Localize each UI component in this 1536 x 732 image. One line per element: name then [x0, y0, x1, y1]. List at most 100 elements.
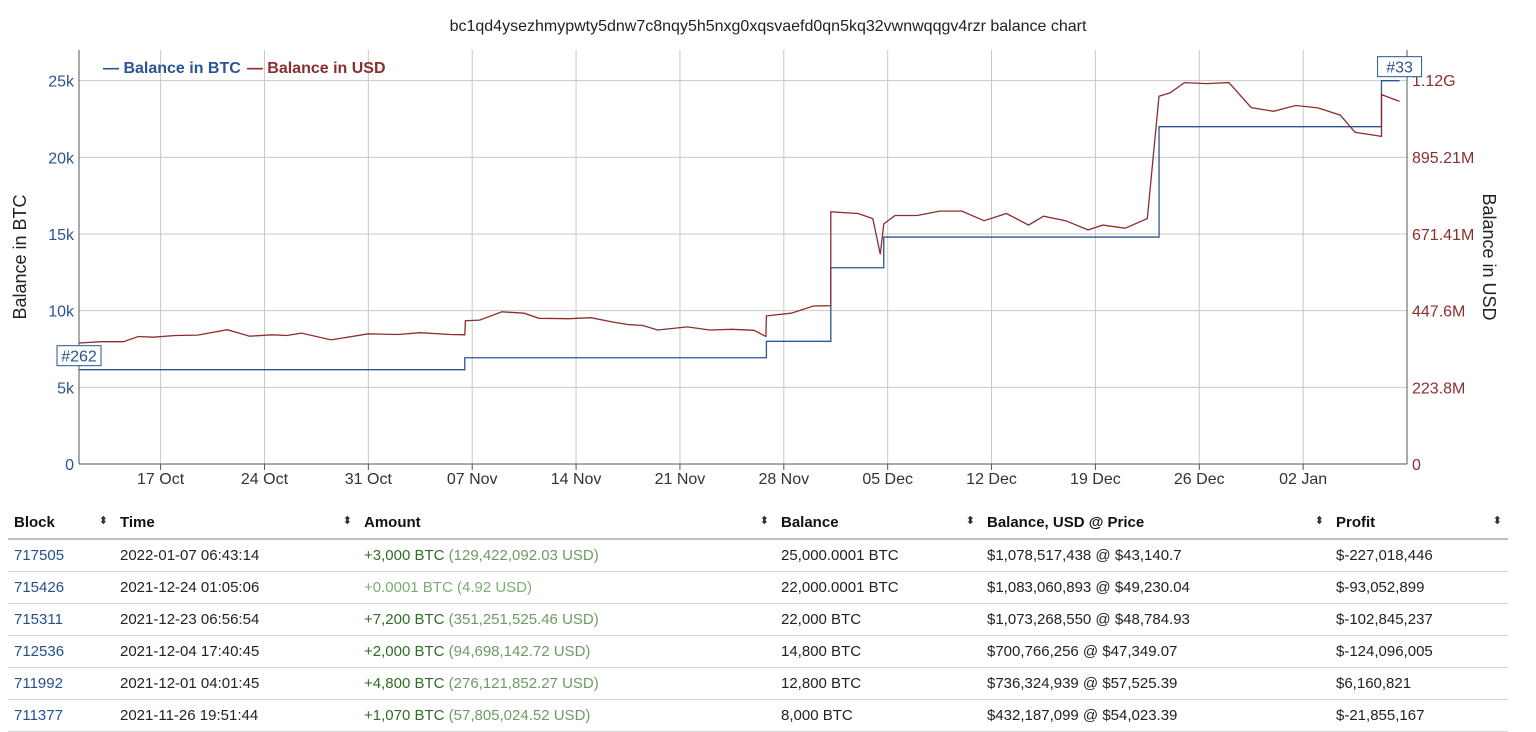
block-link[interactable]: 712536	[8, 635, 114, 668]
legend-btc-label: Balance in BTC	[123, 60, 241, 77]
column-header-amount[interactable]: Amount ⬍	[358, 506, 775, 540]
tx-balance: 8,000 BTC	[775, 699, 981, 732]
legend-item-btc[interactable]: — Balance in BTC	[103, 60, 241, 77]
sort-icon[interactable]: ⬍	[1492, 514, 1502, 527]
legend-item-usd[interactable]: — Balance in USD	[246, 60, 386, 77]
tx-amount-usd: (4.92 USD)	[456, 579, 533, 596]
tx-amount-btc: +4,800 BTC	[364, 675, 445, 692]
x-tick-label: 05 Dec	[862, 471, 913, 488]
x-tick-label: 21 Nov	[655, 471, 706, 488]
tx-amount-usd: (129,422,092.03 USD)	[448, 547, 599, 564]
y2-axis-title: Balance in USD	[1479, 193, 1499, 320]
y-tick-label: 0	[65, 457, 74, 474]
y-tick-label: 10k	[48, 304, 75, 321]
tx-profit: $-124,096,005	[1330, 635, 1508, 668]
x-tick-label: 12 Dec	[966, 471, 1017, 488]
sort-icon[interactable]: ⬍	[98, 514, 108, 527]
annotation-start: #262	[61, 349, 97, 366]
tx-profit: $-102,845,237	[1330, 603, 1508, 636]
column-header-profit[interactable]: Profit ⬍	[1330, 506, 1508, 540]
column-header-label: Balance, USD @ Price	[987, 513, 1145, 531]
x-tick-label: 31 Oct	[345, 471, 393, 488]
tx-amount: +7,200 BTC (351,251,525.46 USD)	[358, 603, 775, 636]
tx-amount-btc: +1,070 BTC	[364, 707, 445, 724]
tx-time: 2021-12-23 06:56:54	[114, 603, 358, 636]
block-link[interactable]: 715426	[8, 571, 114, 604]
y-axis-title: Balance in BTC	[10, 194, 30, 319]
sort-icon[interactable]: ⬍	[965, 514, 975, 527]
tx-amount: +4,800 BTC (276,121,852.27 USD)	[358, 667, 775, 700]
tx-balance-usd: $432,187,099 @ $54,023.39	[981, 699, 1330, 732]
tx-amount-usd: (57,805,024.52 USD)	[448, 707, 591, 724]
column-header-balance-usd[interactable]: Balance, USD @ Price ⬍	[981, 506, 1330, 540]
tx-profit: $-93,052,899	[1330, 571, 1508, 604]
series-usd-line	[78, 81, 1400, 344]
x-tick-label: 19 Dec	[1070, 471, 1121, 488]
tx-time: 2021-11-26 19:51:44	[114, 699, 358, 732]
tx-balance: 25,000.0001 BTC	[775, 539, 981, 572]
sort-icon[interactable]: ⬍	[342, 514, 352, 527]
block-link[interactable]: 715311	[8, 603, 114, 636]
column-header-balance[interactable]: Balance ⬍	[775, 506, 981, 540]
block-link[interactable]: 717505	[8, 539, 114, 572]
annotation-box-start	[56, 345, 102, 367]
tx-amount: +1,070 BTC (57,805,024.52 USD)	[358, 699, 775, 732]
y2-tick-label: 447.6M	[1412, 304, 1465, 321]
tx-amount: +0.0001 BTC (4.92 USD)	[358, 571, 775, 604]
block-link[interactable]: 711992	[8, 667, 114, 700]
tx-amount-btc: +7,200 BTC	[364, 611, 445, 628]
y-tick-label: 25k	[48, 74, 75, 91]
table-row: 711377 2021-11-26 19:51:44 +1,070 BTC (57,…	[8, 699, 1508, 732]
series-btc-line	[79, 80, 1400, 371]
tx-amount-btc: +2,000 BTC	[364, 643, 445, 660]
tx-balance: 12,800 BTC	[775, 667, 981, 700]
chart-legend: — Balance in BTC — Balance in USD	[103, 60, 386, 78]
x-tick-label: 26 Dec	[1174, 471, 1225, 488]
tx-balance: 22,000.0001 BTC	[775, 571, 981, 604]
table-row: 717505 2022-01-07 06:43:14 +3,000 BTC (129…	[8, 539, 1508, 572]
tx-amount-usd: (94,698,142.72 USD)	[448, 643, 591, 660]
tx-profit: $-21,855,167	[1330, 699, 1508, 732]
column-header-label: Profit	[1336, 513, 1376, 531]
tx-balance: 22,000 BTC	[775, 603, 981, 636]
y-tick-label: 5k	[57, 380, 75, 397]
balance-chart: 17 Oct 24 Oct 31 Oct 07 Nov 14 Nov 21 Nov 28 N…	[10, 50, 1499, 488]
tx-time: 2021-12-04 17:40:45	[114, 635, 358, 668]
transactions-table: Block ⬍ Time ⬍ Amount ⬍ Balance ⬍ Balance, U…	[8, 506, 1508, 732]
x-tick-label: 02 Jan	[1279, 471, 1327, 488]
y2-tick-label: 0	[1412, 457, 1421, 474]
table-row: 715426 2021-12-24 01:05:06 +0.0001 BTC (4.…	[8, 571, 1508, 604]
tx-balance: 14,800 BTC	[775, 635, 981, 668]
tx-balance-usd: $1,078,517,438 @ $43,140.7	[981, 539, 1330, 572]
y2-tick-label: 671.41M	[1412, 227, 1474, 244]
x-tick-label: 17 Oct	[137, 471, 185, 488]
tx-balance-usd: $700,766,256 @ $47,349.07	[981, 635, 1330, 668]
column-header-time[interactable]: Time ⬍	[114, 506, 358, 540]
sort-icon[interactable]: ⬍	[1314, 514, 1324, 527]
column-header-block[interactable]: Block ⬍	[8, 506, 114, 540]
tx-balance-usd: $1,083,060,893 @ $49,230.04	[981, 571, 1330, 604]
table-row: 715311 2021-12-23 06:56:54 +7,200 BTC (351…	[8, 603, 1508, 636]
tx-profit: $-227,018,446	[1330, 539, 1508, 572]
column-header-label: Block	[14, 513, 55, 531]
tx-profit: $6,160,821	[1330, 667, 1508, 700]
tx-time: 2021-12-01 04:01:45	[114, 667, 358, 700]
y2-tick-label: 1.12G	[1412, 73, 1456, 90]
annotation-box-end	[1377, 56, 1423, 78]
table-row: 711992 2021-12-01 04:01:45 +4,800 BTC (276…	[8, 667, 1508, 700]
transactions-table-body: 717505 2022-01-07 06:43:14 +3,000 BTC (129…	[8, 539, 1508, 732]
column-header-label: Balance	[781, 513, 839, 531]
column-header-label: Amount	[364, 513, 421, 531]
tx-amount-usd: (276,121,852.27 USD)	[448, 675, 599, 692]
annotation-end: #33	[1386, 60, 1413, 77]
tx-amount: +3,000 BTC (129,422,092.03 USD)	[358, 539, 775, 572]
x-tick-label: 14 Nov	[551, 471, 602, 488]
sort-icon[interactable]: ⬍	[759, 514, 769, 527]
legend-usd-label: Balance in USD	[267, 60, 386, 77]
tx-balance-usd: $1,073,268,550 @ $48,784.93	[981, 603, 1330, 636]
block-link[interactable]: 711377	[8, 699, 114, 732]
tx-amount-btc: +3,000 BTC	[364, 547, 445, 564]
tx-balance-usd: $736,324,939 @ $57,525.39	[981, 667, 1330, 700]
tx-amount-btc: +0.0001 BTC	[364, 579, 453, 596]
tx-time: 2021-12-24 01:05:06	[114, 571, 358, 604]
